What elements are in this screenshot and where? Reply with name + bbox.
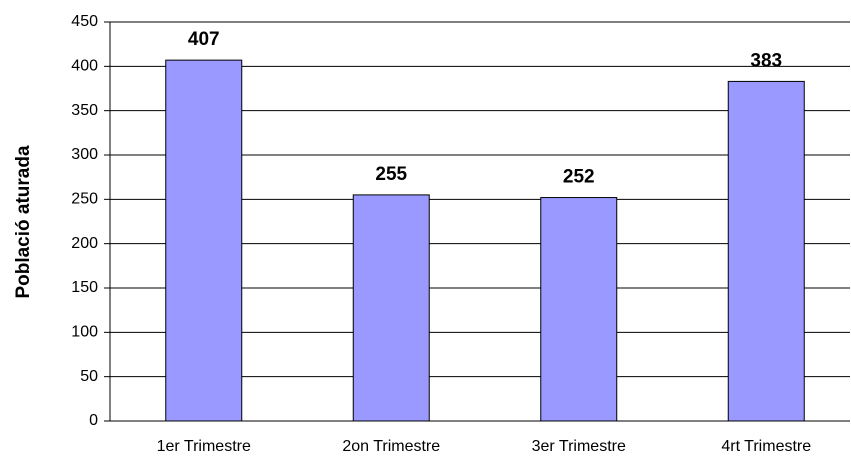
x-tick-label: 4rt Trimestre xyxy=(721,438,811,455)
y-tick-label: 100 xyxy=(71,324,98,341)
y-tick-label: 200 xyxy=(71,235,98,252)
y-tick-label: 150 xyxy=(71,279,98,296)
y-axis-label: Població aturada xyxy=(13,145,34,299)
y-tick-label: 450 xyxy=(71,13,98,30)
y-tick-label: 250 xyxy=(71,191,98,208)
x-tick-label: 3er Trimestre xyxy=(532,438,626,455)
data-label: 407 xyxy=(188,29,220,50)
data-label: 383 xyxy=(750,50,782,71)
bar xyxy=(352,194,430,422)
data-label: 255 xyxy=(375,164,407,185)
y-tick-label: 350 xyxy=(71,102,98,119)
x-tick-label: 1er Trimestre xyxy=(157,438,251,455)
bar xyxy=(165,59,243,422)
x-tick-label: 2on Trimestre xyxy=(342,438,440,455)
bar xyxy=(727,80,805,422)
y-tick-label: 0 xyxy=(89,412,98,429)
y-tick-label: 50 xyxy=(80,368,98,385)
y-tick-label: 300 xyxy=(71,146,98,163)
bar xyxy=(540,197,618,422)
data-label: 252 xyxy=(563,167,595,188)
y-tick-label: 400 xyxy=(71,58,98,75)
